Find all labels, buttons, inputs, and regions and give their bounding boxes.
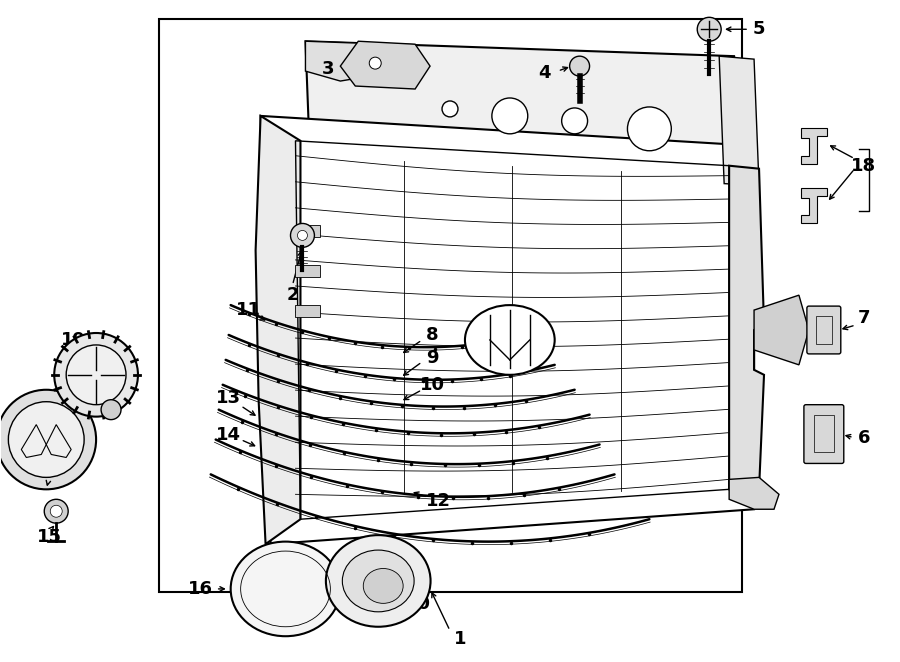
Text: 8: 8 xyxy=(426,326,438,344)
Polygon shape xyxy=(801,128,827,164)
Ellipse shape xyxy=(326,535,430,627)
Text: 12: 12 xyxy=(426,493,451,510)
Bar xyxy=(159,19,742,592)
Ellipse shape xyxy=(342,550,414,612)
Circle shape xyxy=(562,108,588,134)
Ellipse shape xyxy=(230,542,340,636)
Text: 4: 4 xyxy=(538,64,551,82)
Circle shape xyxy=(492,98,527,134)
Polygon shape xyxy=(754,295,809,365)
Circle shape xyxy=(50,505,62,517)
Text: 10: 10 xyxy=(419,376,445,394)
Circle shape xyxy=(698,17,721,41)
Bar xyxy=(816,316,832,344)
Circle shape xyxy=(291,224,314,248)
Circle shape xyxy=(0,390,96,489)
Text: 15: 15 xyxy=(37,528,62,546)
Text: 3: 3 xyxy=(322,60,335,78)
Bar xyxy=(295,226,320,238)
Bar xyxy=(814,414,833,453)
Polygon shape xyxy=(340,41,430,89)
Polygon shape xyxy=(729,477,779,509)
Text: 11: 11 xyxy=(236,301,261,319)
Ellipse shape xyxy=(465,305,554,375)
Circle shape xyxy=(627,107,671,151)
Polygon shape xyxy=(261,116,754,544)
Text: 19: 19 xyxy=(60,331,86,349)
Circle shape xyxy=(8,402,84,477)
Text: 6: 6 xyxy=(858,428,870,447)
Polygon shape xyxy=(305,41,380,81)
Polygon shape xyxy=(719,56,759,185)
Circle shape xyxy=(44,499,68,523)
FancyBboxPatch shape xyxy=(804,404,844,463)
Text: 2: 2 xyxy=(286,286,299,304)
Text: 9: 9 xyxy=(426,349,438,367)
Circle shape xyxy=(369,57,382,69)
Ellipse shape xyxy=(364,569,403,603)
Text: 5: 5 xyxy=(752,21,765,38)
Circle shape xyxy=(442,101,458,117)
Text: 18: 18 xyxy=(851,157,877,175)
Polygon shape xyxy=(801,187,827,224)
Polygon shape xyxy=(729,166,764,489)
Text: 20: 20 xyxy=(406,595,430,613)
Bar xyxy=(295,265,320,277)
Circle shape xyxy=(67,345,126,404)
Circle shape xyxy=(54,333,138,416)
Text: 16: 16 xyxy=(188,580,213,598)
Circle shape xyxy=(101,400,121,420)
FancyBboxPatch shape xyxy=(807,306,841,354)
Polygon shape xyxy=(256,116,301,544)
Circle shape xyxy=(570,56,590,76)
Text: 14: 14 xyxy=(216,426,241,444)
Text: 13: 13 xyxy=(216,389,241,406)
Polygon shape xyxy=(305,41,754,185)
Text: 7: 7 xyxy=(858,309,870,327)
Circle shape xyxy=(298,230,308,240)
Text: 1: 1 xyxy=(454,630,466,647)
Text: 17: 17 xyxy=(37,463,62,481)
Bar xyxy=(295,305,320,317)
